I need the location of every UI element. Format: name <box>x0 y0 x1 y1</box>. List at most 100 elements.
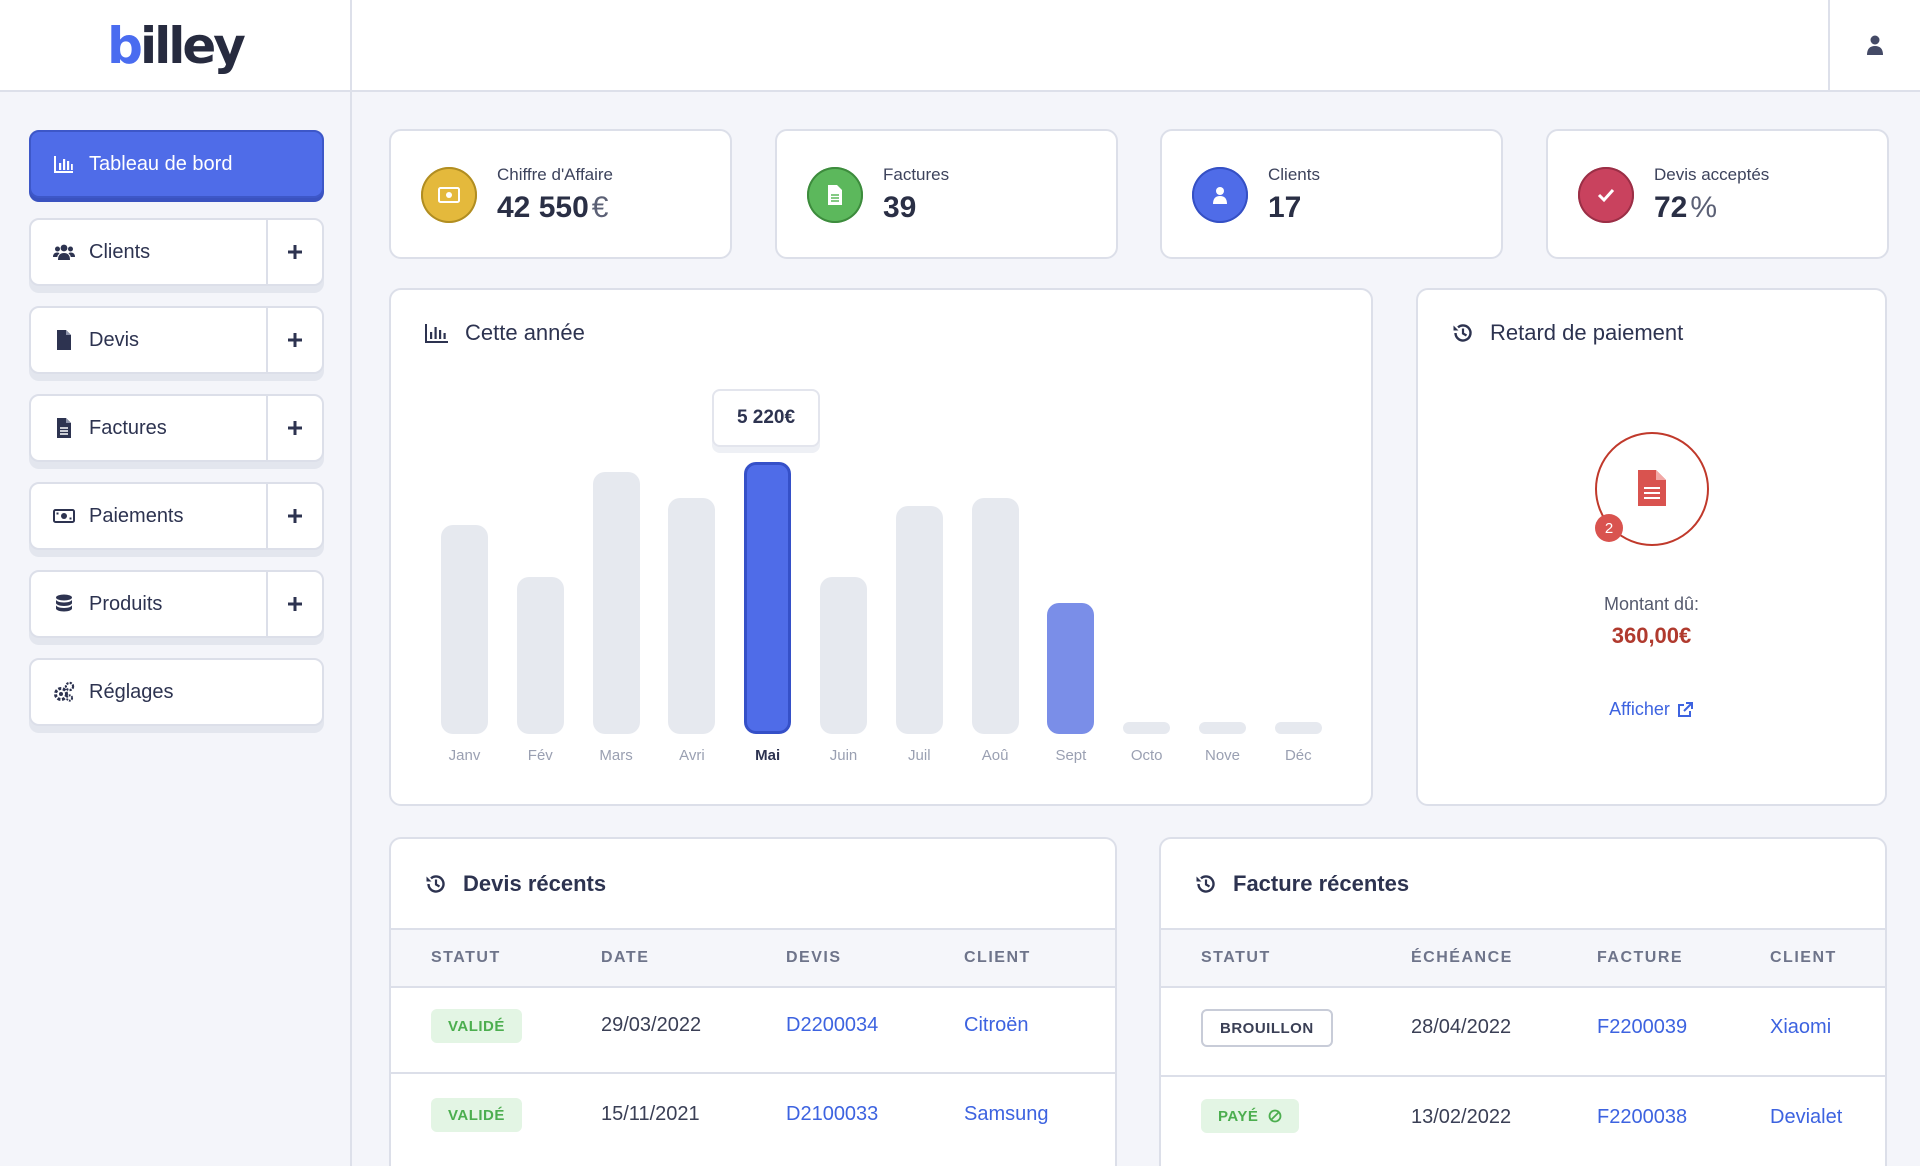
chart-bar-sept[interactable] <box>1047 603 1095 734</box>
sidebar-item-label: Factures <box>89 416 167 439</box>
chart-month-label: Juil <box>908 747 931 764</box>
chart-month-label: Avri <box>679 747 705 764</box>
sidebar-item-label: Devis <box>89 328 140 351</box>
plus-icon <box>288 333 302 347</box>
chart-bar-mars[interactable] <box>592 472 640 734</box>
bar-chart-icon <box>425 324 448 343</box>
column-header-devis[interactable]: DEVIS <box>786 949 842 966</box>
status-badge: VALIDÉ <box>431 1098 522 1132</box>
divider <box>1161 986 1885 988</box>
stat-card-clients[interactable]: Clients 17 <box>1160 129 1503 259</box>
facture-link[interactable]: F2200038 <box>1597 1106 1688 1128</box>
divider <box>391 928 1115 930</box>
plus-icon <box>288 597 302 611</box>
plus-icon <box>288 509 302 523</box>
billey-logo[interactable]: billey <box>107 17 246 75</box>
file-text-icon <box>1638 470 1666 506</box>
sidebar-item-clients-link[interactable]: Clients <box>31 220 266 284</box>
stat-card-revenue[interactable]: Chiffre d'Affaire 42 550 € <box>389 129 732 259</box>
amount-due-label: Montant dû: <box>1603 594 1700 614</box>
late-invoice-circle[interactable]: 2 <box>1595 432 1709 546</box>
factures-icon-circle <box>807 167 863 223</box>
chart-month-label: Juin <box>829 747 858 764</box>
check-icon <box>1597 188 1615 203</box>
chart-month-label: Mai <box>755 747 781 764</box>
sidebar: Tableau de bord Clients Devis Factures P… <box>0 92 352 1166</box>
column-header-status[interactable]: STATUT <box>431 949 501 966</box>
sidebar-item-produits-link[interactable]: Produits <box>31 572 266 636</box>
column-header-status[interactable]: STATUT <box>1201 949 1271 966</box>
chart-bar-mai[interactable] <box>744 462 792 734</box>
devis-link[interactable]: D2200034 <box>786 1014 879 1036</box>
chart-month-label: Janv <box>448 747 481 764</box>
sidebar-item-paiements-link[interactable]: Paiements <box>31 484 266 548</box>
add-client-button[interactable] <box>266 220 322 284</box>
stat-card-factures[interactable]: Factures 39 <box>775 129 1118 259</box>
devis-link[interactable]: D2100033 <box>786 1103 879 1125</box>
sidebar-item-dashboard[interactable]: Tableau de bord <box>29 130 324 198</box>
chart-bar-octo[interactable] <box>1123 722 1171 734</box>
ban-icon <box>1268 1109 1282 1123</box>
chart-bar-nove[interactable] <box>1199 722 1246 734</box>
chart-month-label: Octo <box>1130 747 1163 764</box>
stat-label: Devis acceptés <box>1654 165 1770 184</box>
sidebar-item-label: Tableau de bord <box>89 152 233 175</box>
sidebar-item-devis-link[interactable]: Devis <box>31 308 266 372</box>
client-link[interactable]: Samsung <box>964 1103 1049 1125</box>
add-produit-button[interactable] <box>266 572 322 636</box>
stat-value: 72% <box>1654 191 1718 224</box>
add-facture-button[interactable] <box>266 396 322 460</box>
client-link[interactable]: Devialet <box>1770 1106 1843 1128</box>
sidebar-item-label: Produits <box>89 592 163 615</box>
gears-icon <box>54 681 75 702</box>
sidebar-item-reglages[interactable]: Réglages <box>29 658 324 726</box>
row-date: 29/03/2022 <box>601 1014 702 1036</box>
client-link[interactable]: Xiaomi <box>1770 1016 1832 1038</box>
chart-bar-janv[interactable] <box>441 525 488 734</box>
divider <box>1161 1075 1885 1077</box>
column-header-client[interactable]: CLIENT <box>1770 949 1837 966</box>
divider <box>1161 928 1885 930</box>
late-count-badge: 2 <box>1595 514 1623 542</box>
sidebar-item-reglages-link[interactable]: Réglages <box>31 660 322 724</box>
logo-area: billey <box>0 0 352 92</box>
devis-icon-circle <box>1578 167 1634 223</box>
chart-bar-avri[interactable] <box>668 498 716 734</box>
chart-month-label: Aoû <box>981 747 1009 764</box>
divider <box>391 1072 1115 1074</box>
file-icon <box>57 330 71 350</box>
sidebar-item-dashboard-link[interactable]: Tableau de bord <box>31 132 322 196</box>
history-icon <box>426 875 445 893</box>
chart-title: Cette année <box>425 320 585 346</box>
chart-bar-juin[interactable] <box>820 577 867 734</box>
top-bar: billey <box>0 0 1920 92</box>
add-paiement-button[interactable] <box>266 484 322 548</box>
amount-due-value: 360,00€ <box>1611 623 1692 648</box>
column-header-date[interactable]: DATE <box>601 949 650 966</box>
history-icon <box>1196 875 1215 893</box>
chart-bar-juil[interactable] <box>895 506 943 734</box>
topbar-divider <box>1828 0 1830 92</box>
afficher-link[interactable]: Afficher <box>1418 699 1885 720</box>
table-header <box>1161 930 1885 988</box>
chart-bar-déc[interactable] <box>1274 722 1322 734</box>
add-devis-button[interactable] <box>266 308 322 372</box>
file-text-icon <box>828 185 842 205</box>
sidebar-item-label: Clients <box>89 240 151 263</box>
chart-bar-fév[interactable] <box>516 577 564 734</box>
file-text-icon <box>57 418 71 438</box>
facture-link[interactable]: F2200039 <box>1597 1016 1688 1038</box>
stat-card-devis-acceptes[interactable]: Devis acceptés 72% <box>1546 129 1889 259</box>
column-header-echeance[interactable]: ÉCHÉANCE <box>1411 949 1513 966</box>
client-link[interactable]: Citroën <box>964 1014 1029 1036</box>
column-header-facture[interactable]: FACTURE <box>1597 949 1684 966</box>
database-icon <box>56 594 72 612</box>
chart-bar-aoû[interactable] <box>971 498 1019 734</box>
stat-value: 17 <box>1268 191 1302 224</box>
stat-label: Chiffre d'Affaire <box>497 165 614 184</box>
user-icon[interactable] <box>1862 30 1888 60</box>
late-payment-title: Retard de paiement <box>1452 320 1683 346</box>
stat-label: Clients <box>1268 165 1320 184</box>
sidebar-item-factures-link[interactable]: Factures <box>31 396 266 460</box>
column-header-client[interactable]: CLIENT <box>964 949 1031 966</box>
